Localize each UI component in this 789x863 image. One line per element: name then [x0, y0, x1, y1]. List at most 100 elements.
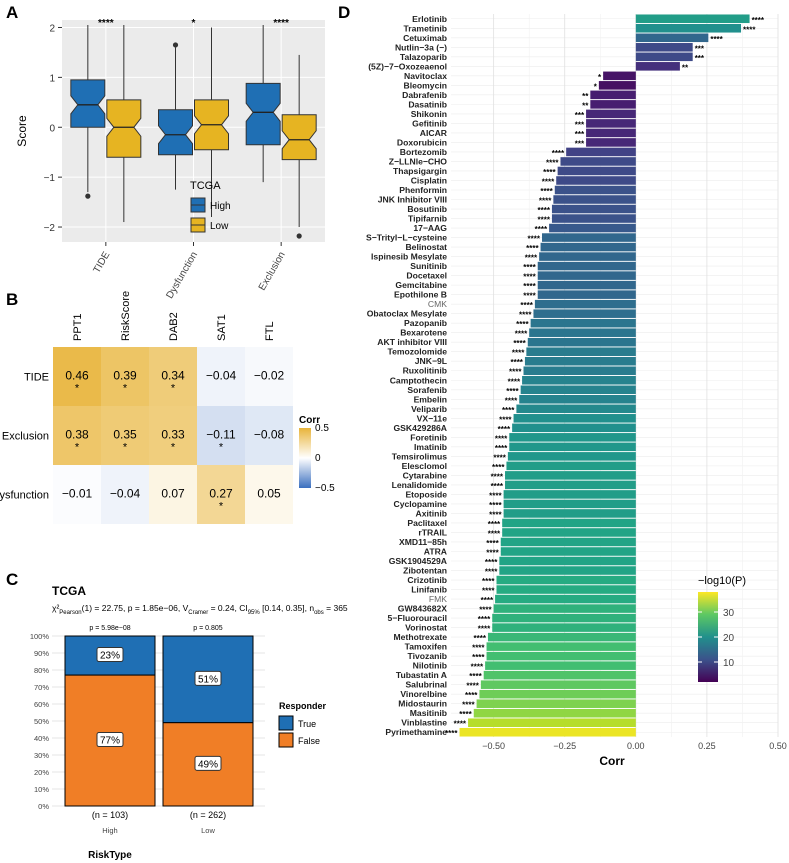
panel-d-significance: **** [519, 311, 532, 320]
panel-c-label-false: 77% [100, 736, 120, 747]
panel-c-stacked-bar: TCGA χ²Pearson(1) = 22.75, p = 1.85e−06, … [30, 584, 348, 861]
panel-d-category-label: 5−Fluorouracil [388, 613, 447, 623]
panel-d-significance: **** [489, 501, 502, 510]
panel-d-category-label: Z−LLNle−CHO [389, 156, 448, 166]
panel-a-outlier [85, 193, 91, 199]
panel-d-category-label: Talazoparib [400, 52, 447, 62]
panel-d-significance: **** [478, 615, 491, 624]
panel-d-bar [500, 547, 636, 556]
panel-d-category-label: Bleomycin [404, 80, 447, 90]
panel-d-bar [537, 290, 636, 299]
panel-d-category-label: Linifanib [411, 585, 447, 595]
panel-d-significance: **** [508, 377, 521, 386]
panel-d-category-label: Navitoclax [404, 71, 447, 81]
panel-d-bar [527, 337, 636, 347]
panel-d-category-label: Tivozanib [408, 651, 447, 661]
panel-a-outlier [172, 42, 179, 48]
panel-d-significance: * [598, 73, 602, 82]
panel-d-category-label: Ruxolitinib [403, 366, 447, 376]
panel-b-cell [101, 406, 149, 465]
panel-b-cell-value: 0.46 [65, 369, 89, 383]
panel-d-category-label: Sorafenib [407, 385, 447, 395]
panel-d-significance: **** [523, 273, 536, 282]
panel-d-significance: **** [495, 434, 508, 443]
panel-d-bar [483, 670, 636, 680]
panel-d-bar [519, 395, 636, 404]
panel-d-category-label: ATRA [424, 546, 447, 556]
panel-c-ytick-label: 20% [34, 768, 49, 777]
panel-d-bar [553, 195, 636, 204]
panel-d-significance: **** [523, 292, 536, 301]
panel-d-bar [496, 585, 636, 594]
panel-d-significance: **** [743, 25, 756, 34]
panel-d-bar [529, 328, 636, 337]
panel-c-ytick-label: 60% [34, 700, 49, 709]
panel-d-category-label: Crizotinib [407, 575, 447, 585]
panel-c-pvalue: p = 0.805 [193, 625, 222, 632]
panel-d-significance: **** [502, 406, 515, 415]
panel-c-label-true-box [96, 647, 124, 663]
panel-d-category-label: Doxorubicin [397, 137, 447, 147]
panel-d-significance: **** [515, 330, 528, 339]
panel-a-legend-title: TCGA [190, 180, 221, 192]
panel-d-category-label: Cetuximab [403, 33, 447, 43]
panel-d-category-label: Bosutinib [407, 204, 447, 214]
panel-d-significance: **** [540, 187, 553, 196]
panel-a-boxplot: −2 −1 0 1 2 Score TIDE **** Dysfunction * Exclusio… [15, 18, 325, 301]
panel-d-category-label: VX−11e [417, 413, 448, 423]
panel-d-category-label: S−Trityl−L−cysteine [366, 233, 447, 243]
panel-a-box-low [281, 114, 317, 161]
panel-d-bar [499, 566, 636, 575]
panel-d-significance: **** [499, 415, 512, 424]
panel-d-bar [551, 204, 636, 214]
panel-d-category-label: FMK [429, 594, 447, 604]
panel-d-bar [495, 594, 636, 604]
panel-c-ytick-label: 30% [34, 751, 49, 760]
panel-d-bar [507, 452, 636, 461]
panel-a-box-high [158, 109, 193, 156]
panel-d-significance: **** [520, 301, 533, 310]
panel-a-ytick-label: −2 [44, 223, 56, 234]
panel-d-category-label: Nilotinib [413, 661, 447, 671]
panel-d-significance: **** [535, 225, 548, 234]
panel-d-significance: **** [472, 653, 485, 662]
panel-d-category-label: Bortezomib [400, 147, 447, 157]
panel-c-legend-label: False [298, 736, 320, 746]
panel-d-significance: **** [459, 710, 472, 719]
panel-c-pvalue: p = 5.98e−08 [89, 625, 130, 632]
panel-d-category-label: Belinostat [405, 242, 447, 252]
panel-d-legend: −log10(P) 10 20 30 [698, 575, 746, 682]
panel-d-category-label: Obatoclax Mesylate [367, 309, 447, 319]
panel-d-bar [473, 708, 636, 718]
panel-d-xtick-label: −0.50 [482, 741, 505, 751]
panel-d-bar [560, 157, 636, 166]
panel-d-category-label: rTRAIL [418, 527, 447, 537]
panel-d-significance: **** [495, 444, 508, 453]
panel-d-bar [533, 309, 636, 318]
panel-d-significance: **** [526, 244, 539, 253]
panel-a-box-high [245, 82, 281, 146]
panel-d-significance: **** [454, 720, 467, 729]
panel-c-ytick-label: 80% [34, 666, 49, 675]
panel-d-bar [479, 689, 636, 699]
panel-d-significance: **** [485, 558, 498, 567]
panel-d-bar [540, 242, 636, 252]
panel-d-bar [537, 280, 636, 290]
panel-d-category-label: Imatinib [414, 442, 447, 452]
panel-d-xtick-label: 0.25 [698, 741, 716, 751]
panel-a-legend-label: Low [210, 221, 229, 232]
panel-c-label-false: 49% [198, 759, 218, 770]
panel-d-bar [635, 43, 693, 52]
panel-c-ytick-label: 10% [34, 785, 49, 794]
panel-b-cell-value: 0.07 [161, 487, 185, 501]
panel-a-significance: **** [273, 18, 289, 29]
panel-d-legend-tick-label: 10 [723, 658, 735, 669]
panel-c-xlabel: RiskType [88, 850, 132, 861]
panel-d-significance: **** [478, 625, 491, 634]
panel-d-bar [523, 366, 636, 376]
panel-a-legend: TCGA High Low [190, 180, 231, 233]
panel-d-bar [603, 71, 636, 81]
panel-d-category-label: Salubrinal [405, 680, 447, 690]
panel-d-category-label: Zibotentan [403, 566, 447, 576]
panel-d-significance: **** [510, 358, 523, 367]
